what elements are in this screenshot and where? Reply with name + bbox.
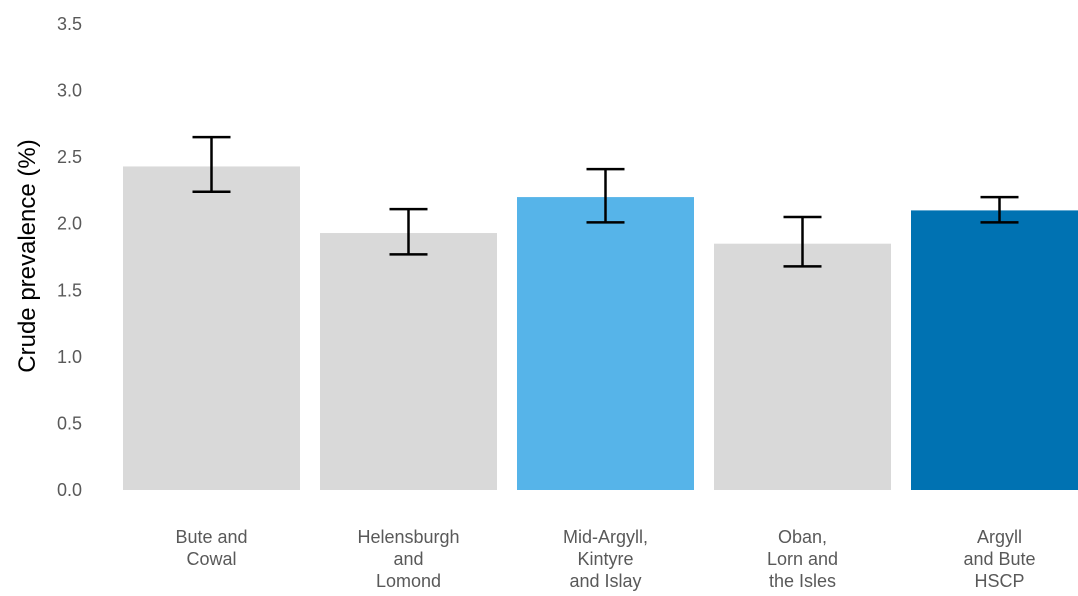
- x-category-label: Helensburgh and Lomond: [357, 527, 459, 591]
- y-tick-label: 1.5: [57, 280, 82, 300]
- y-tick-label: 1.0: [57, 347, 82, 367]
- y-tick-label: 2.0: [57, 214, 82, 234]
- y-tick-label: 3.5: [57, 14, 82, 34]
- bar: [517, 197, 694, 490]
- bar: [123, 166, 300, 490]
- y-tick-label: 3.0: [57, 81, 82, 101]
- x-axis-labels: Bute and Cowal Helensburgh and Lomond Mid-Arg…: [175, 527, 1035, 591]
- y-axis-ticks: 0.0 0.5 1.0 1.5 2.0 2.5 3.0 3.5: [57, 14, 82, 500]
- y-tick-label: 0.0: [57, 480, 82, 500]
- y-tick-label: 2.5: [57, 147, 82, 167]
- bar: [320, 233, 497, 490]
- y-tick-label: 0.5: [57, 413, 82, 433]
- y-axis-title: Crude prevalence (%): [14, 139, 41, 372]
- x-category-label: Mid-Argyll, Kintyre and Islay: [563, 527, 648, 591]
- x-category-label: Argyll and Bute HSCP: [963, 527, 1035, 591]
- bar: [714, 244, 891, 490]
- bars: [123, 166, 1078, 490]
- x-category-label: Oban, Lorn and the Isles: [767, 527, 838, 591]
- bar: [911, 210, 1078, 490]
- x-category-label: Bute and Cowal: [175, 527, 247, 569]
